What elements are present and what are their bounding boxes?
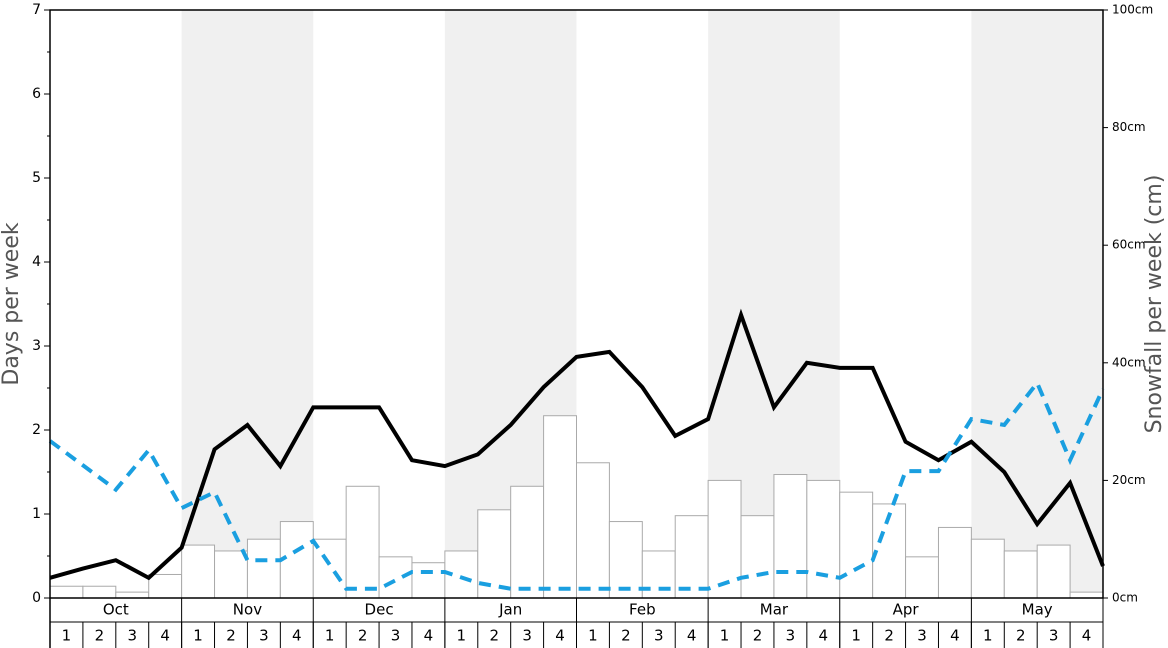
snow-bar: [543, 415, 577, 599]
week-label: 4: [424, 627, 434, 645]
week-label: 4: [950, 627, 960, 645]
week-label: 1: [193, 627, 203, 645]
y-tick-label: 6: [32, 86, 41, 102]
week-label: 1: [325, 627, 335, 645]
y-tick-label: 4: [32, 254, 41, 270]
week-label: 4: [555, 627, 565, 645]
week-label: 1: [720, 627, 730, 645]
snow-bar: [608, 521, 643, 599]
month-label: Nov: [233, 601, 262, 619]
snow-bar: [510, 485, 545, 599]
week-label: 3: [522, 627, 532, 645]
y-tick-label: 0: [32, 590, 41, 606]
y2-tick-label: 60cm: [1112, 238, 1146, 252]
y2-tick-label: 80cm: [1112, 120, 1146, 134]
week-label: 2: [226, 627, 236, 645]
week-label: 3: [786, 627, 796, 645]
week-label: 2: [95, 627, 105, 645]
y2-tick-label: 20cm: [1112, 473, 1146, 487]
days-line: [49, 308, 1105, 581]
snow-bar: [773, 474, 808, 599]
snow-bar: [970, 538, 1005, 599]
month-label: Mar: [760, 601, 789, 619]
snow-bar: [740, 515, 775, 599]
snow-bar: [839, 491, 874, 599]
week-label: 1: [588, 627, 598, 645]
snow-bar: [411, 562, 446, 599]
week-label: 4: [160, 627, 170, 645]
month-label: Oct: [103, 601, 129, 619]
week-label: 3: [391, 627, 401, 645]
snow-bar: [49, 585, 84, 599]
y2-axis-label: Snowfall per week (cm): [1142, 175, 1167, 434]
y-axis-label: Days per week: [0, 222, 24, 385]
snow-bar: [214, 550, 248, 599]
snow-bar: [641, 550, 676, 599]
week-label: 2: [489, 627, 499, 645]
week-label: 1: [62, 627, 72, 645]
y2-tick-label: 40cm: [1112, 355, 1146, 369]
week-label: 2: [358, 627, 368, 645]
snow-bar: [806, 479, 841, 599]
week-label: 4: [687, 627, 697, 645]
month-label: Feb: [629, 601, 656, 619]
week-label: 3: [259, 627, 269, 645]
snow-bar: [279, 521, 314, 599]
week-label: 3: [917, 627, 927, 645]
snow-bar: [674, 515, 709, 599]
snow-bar: [115, 591, 150, 599]
snow-bar: [1036, 544, 1071, 599]
week-label: 1: [457, 627, 467, 645]
month-label: Jan: [498, 601, 522, 619]
snow-bar: [707, 479, 742, 599]
week-label: 4: [819, 627, 829, 645]
week-label: 1: [983, 627, 993, 645]
week-label: 3: [1049, 627, 1059, 645]
snow-bar: [1069, 591, 1104, 599]
y-tick-label: 1: [32, 506, 41, 522]
week-label: 3: [127, 627, 137, 645]
snow-bar: [148, 573, 183, 599]
month-label: Apr: [893, 601, 920, 619]
week-label: 2: [621, 627, 631, 645]
days-line: [48, 379, 1105, 591]
month-label: May: [1022, 601, 1053, 619]
y-tick-label: 7: [32, 2, 41, 18]
y2-tick-label: 100cm: [1112, 3, 1153, 17]
snow-bar: [82, 585, 117, 599]
snow-bar: [181, 544, 216, 599]
week-label: 2: [753, 627, 763, 645]
month-band: [181, 10, 314, 598]
snow-bar: [576, 462, 610, 599]
snow-bar: [345, 485, 380, 599]
snow-bar: [1003, 550, 1038, 599]
y-tick-label: 5: [32, 170, 41, 186]
week-label: 1: [851, 627, 861, 645]
snow-bar: [905, 556, 939, 599]
y2-tick-label: 0cm: [1112, 591, 1138, 605]
week-label: 4: [292, 627, 302, 645]
week-label: 4: [1082, 627, 1092, 645]
month-band: [971, 10, 1103, 598]
week-label: 2: [1016, 627, 1026, 645]
week-label: 3: [654, 627, 664, 645]
week-label: 2: [884, 627, 894, 645]
snow-bar: [378, 556, 413, 599]
y-tick-label: 2: [32, 422, 41, 438]
snow-bar: [246, 538, 281, 599]
snow-bar: [937, 526, 972, 599]
y-tick-label: 3: [32, 338, 41, 354]
month-label: Dec: [365, 601, 394, 619]
